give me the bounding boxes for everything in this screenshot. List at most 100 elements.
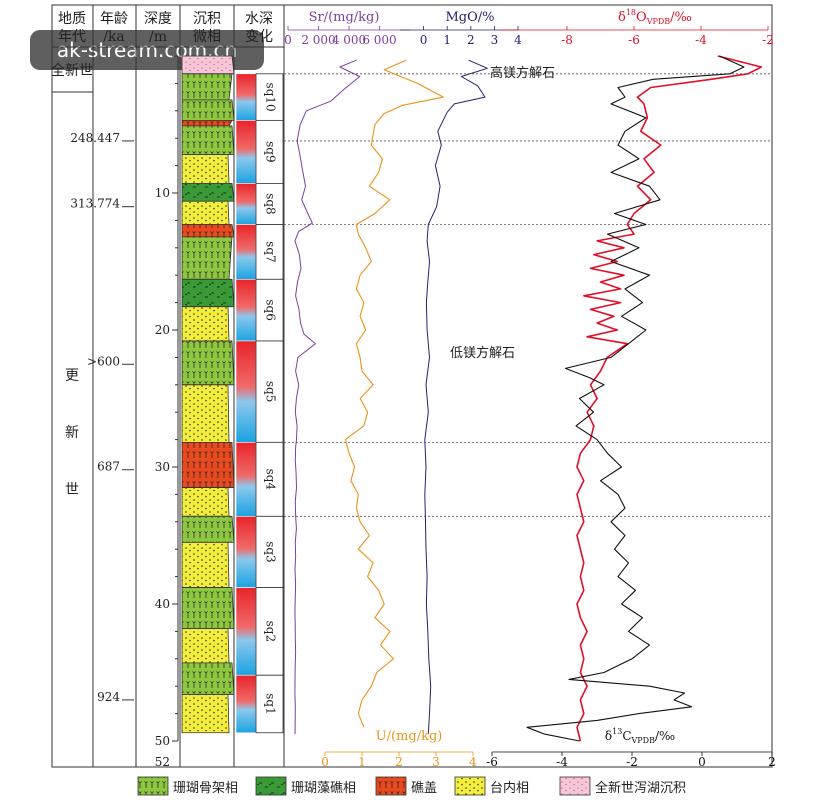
- depth-axis: 10 20 30 40 50 52: [155, 55, 179, 769]
- o18-tick-label: -8: [561, 33, 573, 47]
- facies-platform: [181, 200, 230, 225]
- facies-platform: [181, 694, 230, 734]
- u-tick-label: 4: [469, 755, 477, 769]
- age-label: 313.774: [70, 197, 120, 211]
- c13-curve: [526, 55, 745, 742]
- sequence-boundaries: [284, 73, 771, 517]
- sequence-box: [255, 224, 284, 280]
- age-label: >600: [87, 354, 120, 368]
- c13-axis-label: δ13CVPDB/‰: [605, 727, 675, 745]
- header-era-line1: 地质: [58, 11, 86, 27]
- sr-curve: [294, 59, 361, 735]
- header-era-line2: 年代: [58, 29, 86, 45]
- facies-skeletal: [181, 662, 235, 695]
- mgo-axis-label: MgO/%: [445, 10, 494, 25]
- depth-tick-label: 20: [155, 323, 170, 337]
- geochemistry-curves: [294, 55, 763, 742]
- o18-curve: [576, 55, 763, 742]
- sequence-box: [255, 278, 284, 342]
- water-depth-block: [235, 340, 257, 443]
- c13-tick-label: 2: [768, 755, 776, 769]
- water-depth-block: [235, 279, 257, 342]
- water-depth-block: [235, 674, 257, 734]
- sr-axis-label: Sr/(mg/kg): [309, 10, 380, 25]
- header-facies-line2: 微相: [193, 29, 221, 45]
- header-age-line2: /ka: [103, 29, 125, 45]
- legend: 珊瑚骨架相 珊瑚藻礁相 礁盖 台内相 全新世泻湖沉积: [137, 776, 686, 796]
- water-depth-block: [235, 442, 257, 517]
- water-depth-block: [235, 183, 257, 225]
- sequence-box: [255, 441, 284, 517]
- sequence-box: [255, 119, 284, 184]
- facies-algal: [181, 278, 235, 308]
- header-depth-line2: /m: [149, 29, 167, 45]
- facies-skeletal: [181, 340, 235, 386]
- water-depth-block: [235, 73, 257, 121]
- facies-skeletal: [181, 125, 235, 156]
- sequence-label: sq8: [264, 193, 278, 214]
- legend-swatch-algal: [255, 776, 287, 796]
- sequence-box: [255, 674, 284, 734]
- sequence-box: [255, 515, 284, 588]
- facies-reefcap: [181, 224, 235, 238]
- legend-swatch-skeletal: [137, 776, 169, 796]
- sr-tick-label: 2 000: [301, 33, 335, 47]
- sequence-label: sq2: [264, 621, 278, 642]
- sr-tick-label: 4 000: [332, 33, 366, 47]
- depth-max-label: 52: [155, 755, 170, 769]
- u-curve: [344, 59, 444, 728]
- water-depth-block: [235, 587, 257, 676]
- u-axis-label: U/(mg/kg): [376, 729, 443, 744]
- sequence-label: sq1: [264, 693, 278, 714]
- o18-axis-label: δ18OVPDB/‰: [618, 8, 692, 26]
- depth-tick-label: 10: [155, 186, 170, 200]
- legend-label-algal: 珊瑚藻礁相: [291, 780, 356, 796]
- era-pleistocene-3: 世: [65, 482, 79, 498]
- depth-tick-label: 50: [155, 734, 170, 748]
- facies-skeletal: [181, 587, 235, 630]
- sequence-label: sq9: [264, 141, 278, 162]
- sequence-label: sq7: [264, 241, 278, 262]
- column-headers: 地质 年代 年龄 /ka 深度 /m 沉积 微相 水深 变化: [58, 11, 273, 45]
- water-depth-block: [235, 120, 257, 184]
- sequence-box: [255, 73, 284, 121]
- facies-platform: [181, 628, 230, 664]
- sequence-box: [255, 340, 284, 443]
- mgo-tick-label: 4: [514, 33, 522, 47]
- legend-label-lagoon: 全新世泻湖沉积: [595, 780, 686, 796]
- facies-lagoon: [181, 55, 235, 75]
- facies-skeletal: [181, 99, 235, 121]
- mgo-tick-label: 0: [420, 33, 428, 47]
- sequence-label: sq10: [264, 83, 278, 112]
- u-tick-label: 0: [321, 755, 329, 769]
- u-tick-label: 1: [358, 755, 366, 769]
- facies-platform: [181, 384, 230, 443]
- chart-frame: [51, 4, 773, 768]
- water-depth-block: [235, 224, 257, 280]
- o18-tick-label: -2: [762, 33, 774, 47]
- age-label: 248.447: [70, 131, 120, 145]
- facies-platform: [181, 306, 230, 342]
- facies-skeletal: [181, 73, 233, 101]
- facies-platform: [181, 154, 230, 184]
- depth-tick-label: 40: [155, 597, 170, 611]
- water-depth-column: sq10 sq9 sq8 sq7 sq6 sq5 sq4 sq3 sq2 sq1: [235, 73, 284, 734]
- watermark-badge: ak-stream.com.cn: [30, 30, 264, 70]
- sequence-label: sq5: [264, 381, 278, 402]
- c13-tick-label: -2: [626, 755, 638, 769]
- legend-swatch-reefcap: [375, 776, 407, 796]
- facies-column: [181, 55, 235, 734]
- sr-tick-label: 6 000: [362, 33, 396, 47]
- legend-swatch-platform: [454, 776, 486, 796]
- era-column: 全新世 更 新 世: [51, 62, 93, 498]
- legend-label-platform: 台内相: [490, 780, 529, 796]
- facies-platform: [181, 541, 230, 588]
- sr-tick-label: 0: [284, 33, 292, 47]
- sequence-label: sq6: [264, 299, 278, 320]
- era-pleistocene-2: 新: [65, 425, 79, 441]
- facies-algal: [181, 183, 235, 202]
- facies-skeletal: [181, 236, 233, 280]
- annotation-high-mg-calcite: 高镁方解石: [490, 65, 555, 81]
